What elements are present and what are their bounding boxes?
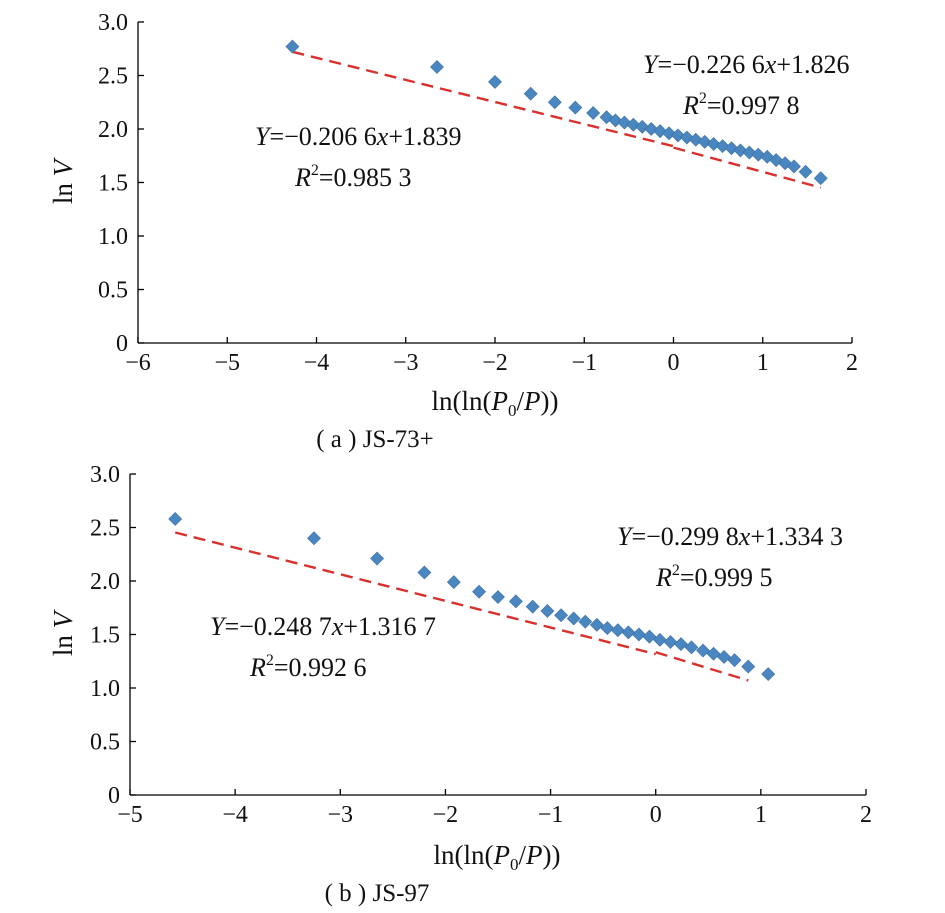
data-point [696, 643, 710, 658]
data-point [566, 611, 581, 626]
data-point [523, 86, 538, 101]
x-tick-label: 2 [846, 350, 858, 376]
panel-caption-b: ( b ) JS-97 [325, 880, 430, 907]
y-tick-label: 1.5 [98, 171, 128, 197]
x-tick-label: −6 [125, 350, 151, 376]
data-point [285, 39, 300, 54]
data-point [684, 640, 699, 655]
x-tick-label: −3 [328, 802, 354, 828]
data-point [600, 621, 615, 636]
data-point [491, 590, 505, 604]
y-tick-label: 0 [116, 331, 128, 357]
data-point [717, 650, 731, 664]
panel-a: ln V ln(ln(P0/P)) ( a ) JS-73+ Y=−0.206 … [48, 10, 858, 453]
y-tick-label: 1.0 [90, 676, 120, 702]
data-point [446, 575, 461, 589]
data-point [787, 159, 801, 174]
data-point [430, 60, 444, 74]
y-tick-label: 2.5 [90, 516, 120, 542]
fit-equation-left-b: Y=−0.248 7x+1.316 7 [210, 612, 436, 641]
x-tick-label: 0 [650, 802, 662, 828]
panel-caption-a: ( a ) JS-73+ [316, 426, 434, 453]
y-tick-label: 0.5 [98, 278, 128, 304]
y-tick-label: 0.5 [90, 730, 120, 756]
data-point [727, 653, 742, 668]
x-tick-label: 2 [860, 802, 872, 828]
y-tick-label: 2.5 [98, 64, 128, 90]
fit-equation-left-a: Y=−0.206 6x+1.839 [255, 122, 462, 151]
data-point [631, 627, 646, 642]
x-tick-label: −1 [538, 802, 564, 828]
data-point [554, 608, 569, 623]
data-point [168, 512, 183, 526]
data-point [578, 614, 593, 629]
fit-r2-right-b: R2=0.999 5 [655, 562, 773, 592]
data-point [741, 659, 756, 674]
data-point [568, 100, 583, 115]
y-tick-label: 2.0 [90, 569, 120, 595]
data-point [472, 584, 486, 599]
data-point [586, 106, 601, 120]
data-point [761, 667, 776, 682]
x-tick-label: 1 [755, 802, 767, 828]
data-point [621, 625, 636, 640]
x-axis-label-a: ln(ln(P0/P)) [432, 386, 559, 420]
data-point [652, 632, 667, 647]
fit-line [174, 531, 657, 656]
x-tick-label: 1 [757, 350, 769, 376]
y-tick-label: 1.0 [98, 224, 128, 250]
y-tick-label: 1.5 [90, 623, 120, 649]
data-point [540, 604, 555, 618]
data-point [307, 531, 321, 546]
data-point [508, 594, 523, 609]
fit-r2-left-a: R2=0.985 3 [294, 162, 412, 192]
x-tick-label: −4 [304, 350, 330, 376]
x-tick-label: −3 [393, 350, 419, 376]
data-point [488, 74, 502, 89]
data-point [589, 617, 604, 632]
data-point [674, 637, 688, 652]
fit-line [655, 651, 749, 682]
data-point [663, 635, 678, 649]
y-tick-label: 3.0 [98, 10, 128, 36]
fit-equation-right-b: Y=−0.299 8x+1.334 3 [617, 522, 843, 551]
data-point [417, 565, 432, 580]
fit-equation-right-a: Y=−0.226 6x+1.826 [643, 50, 850, 79]
data-point [610, 623, 625, 638]
data-point [813, 171, 828, 186]
x-tick-label: 0 [668, 350, 680, 376]
panel-b: ln V ln(ln(P0/P)) ( b ) JS-97 Y=−0.248 7… [48, 462, 872, 907]
data-point [798, 164, 813, 179]
y-axis-label-b: ln V [48, 608, 78, 656]
data-point [642, 629, 657, 644]
x-tick-label: −2 [433, 802, 459, 828]
y-tick-label: 3.0 [90, 462, 120, 488]
fit-r2-left-b: R2=0.992 6 [249, 652, 367, 682]
fit-line [292, 50, 674, 148]
x-tick-label: −5 [117, 802, 143, 828]
y-tick-label: 2.0 [98, 117, 128, 143]
y-tick-label: 0 [108, 783, 120, 809]
data-point [706, 646, 721, 661]
x-tick-label: −1 [571, 350, 597, 376]
fit-r2-right-a: R2=0.997 8 [682, 90, 800, 120]
data-point [547, 95, 562, 110]
x-tick-label: −4 [222, 802, 248, 828]
x-tick-label: −5 [214, 350, 240, 376]
data-point [525, 599, 540, 614]
fit-line [673, 146, 822, 189]
y-axis-label-a: ln V [48, 156, 78, 204]
x-axis-label-b: ln(ln(P0/P)) [434, 840, 561, 874]
data-point [370, 551, 385, 566]
x-tick-label: −2 [482, 350, 508, 376]
